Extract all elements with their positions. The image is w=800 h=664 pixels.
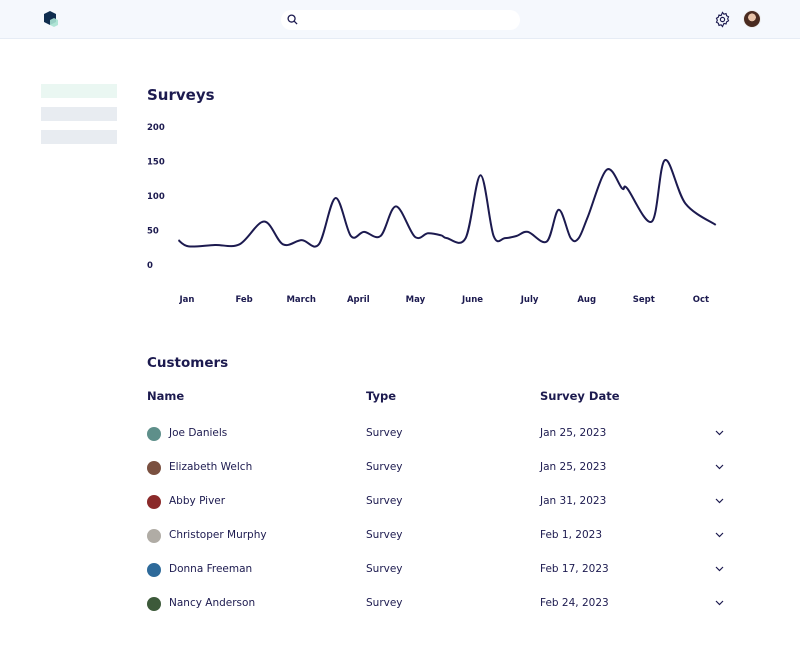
chevron-down-icon[interactable]	[715, 430, 724, 436]
y-tick-label: 0	[147, 261, 153, 271]
gear-icon[interactable]	[714, 11, 731, 28]
top-bar	[0, 0, 800, 39]
avatar	[147, 597, 161, 611]
sidebar-item-2[interactable]	[41, 107, 117, 121]
search-icon	[287, 14, 298, 25]
x-tick-label: April	[347, 295, 370, 305]
avatar	[147, 563, 161, 577]
logo-icon[interactable]	[42, 10, 60, 28]
table-row[interactable]: Abby Piver Survey Jan 31, 2023	[147, 492, 727, 512]
avatar	[147, 495, 161, 509]
x-tick-label: Aug	[577, 295, 596, 305]
column-header-survey-date[interactable]: Survey Date	[540, 389, 620, 403]
sidebar-item-3[interactable]	[41, 130, 117, 144]
y-tick-label: 200	[147, 123, 165, 133]
customer-type: Survey	[366, 563, 403, 575]
x-tick-label: June	[461, 295, 483, 305]
x-tick-label: May	[406, 295, 426, 305]
y-tick-label: 100	[147, 192, 165, 202]
x-tick-label: March	[286, 295, 315, 305]
chevron-down-icon[interactable]	[715, 532, 724, 538]
survey-date: Feb 1, 2023	[540, 529, 603, 541]
customer-name: Elizabeth Welch	[169, 461, 253, 473]
avatar	[147, 461, 161, 475]
search-input[interactable]	[281, 10, 520, 30]
survey-date: Jan 25, 2023	[540, 427, 607, 439]
surveys-title: Surveys	[147, 86, 215, 104]
table-row[interactable]: Joe Daniels Survey Jan 25, 2023	[147, 424, 727, 444]
table-row[interactable]: Donna Freeman Survey Feb 17, 2023	[147, 560, 727, 580]
user-avatar[interactable]	[743, 10, 761, 28]
x-tick-label: Sept	[633, 295, 655, 305]
table-row[interactable]: Elizabeth Welch Survey Jan 25, 2023	[147, 458, 727, 478]
chevron-down-icon[interactable]	[715, 600, 724, 606]
avatar	[147, 529, 161, 543]
avatar	[147, 427, 161, 441]
survey-date: Feb 17, 2023	[540, 563, 609, 575]
survey-date: Jan 25, 2023	[540, 461, 607, 473]
chevron-down-icon[interactable]	[715, 464, 724, 470]
customer-type: Survey	[366, 427, 403, 439]
customer-name: Christoper Murphy	[169, 529, 267, 541]
customer-type: Survey	[366, 529, 403, 541]
customer-name: Donna Freeman	[169, 563, 253, 575]
table-row[interactable]: Nancy Anderson Survey Feb 24, 2023	[147, 594, 727, 614]
customer-name: Abby Piver	[169, 495, 226, 507]
column-header-type[interactable]: Type	[366, 389, 397, 403]
y-tick-label: 150	[147, 158, 165, 168]
surveys-line-chart: 200 150 100 50 0 Jan Feb March April May June July A…	[147, 123, 717, 305]
x-tick-label: July	[520, 295, 539, 305]
survey-date: Feb 24, 2023	[540, 597, 609, 609]
sidebar-item-1[interactable]	[41, 84, 117, 98]
customer-type: Survey	[366, 495, 403, 507]
y-tick-label: 50	[147, 227, 159, 237]
x-tick-label: Oct	[693, 295, 709, 305]
column-header-name[interactable]: Name	[147, 389, 185, 403]
customer-type: Survey	[366, 461, 403, 473]
chevron-down-icon[interactable]	[715, 498, 724, 504]
customer-type: Survey	[366, 597, 403, 609]
table-row[interactable]: Christoper Murphy Survey Feb 1, 2023	[147, 526, 727, 546]
survey-date: Jan 31, 2023	[540, 495, 607, 507]
customers-title: Customers	[147, 355, 229, 371]
customer-name: Nancy Anderson	[169, 597, 256, 609]
series-line	[177, 159, 717, 248]
x-tick-label: Jan	[179, 295, 195, 305]
x-tick-label: Feb	[235, 295, 252, 305]
customer-name: Joe Daniels	[169, 427, 228, 439]
chevron-down-icon[interactable]	[715, 566, 724, 572]
